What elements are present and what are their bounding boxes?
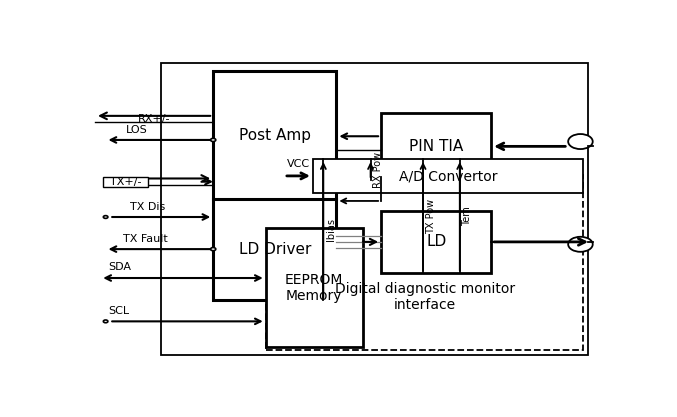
Text: VCC: VCC <box>286 159 310 169</box>
Text: A/D Convertor: A/D Convertor <box>399 169 497 183</box>
Text: Tem: Tem <box>462 206 473 226</box>
FancyBboxPatch shape <box>160 63 588 355</box>
Circle shape <box>568 134 593 149</box>
Circle shape <box>568 237 593 252</box>
Text: Ibias: Ibias <box>326 219 336 241</box>
FancyBboxPatch shape <box>265 228 363 347</box>
Circle shape <box>104 216 108 219</box>
FancyBboxPatch shape <box>381 211 492 273</box>
Circle shape <box>211 248 216 251</box>
Text: EEPROM
Memory: EEPROM Memory <box>285 273 343 303</box>
FancyBboxPatch shape <box>103 177 148 186</box>
Circle shape <box>104 320 108 323</box>
Text: LD: LD <box>426 234 446 249</box>
Text: SDA: SDA <box>108 262 131 272</box>
Text: LD Driver: LD Driver <box>238 242 311 257</box>
Text: TX+/-: TX+/- <box>110 177 141 187</box>
Text: RX+/-: RX+/- <box>138 114 171 124</box>
Text: PIN TIA: PIN TIA <box>409 139 463 154</box>
Text: LOS: LOS <box>126 125 148 135</box>
FancyBboxPatch shape <box>265 175 583 350</box>
FancyBboxPatch shape <box>313 159 583 193</box>
Text: Digital diagnostic monitor
interface: Digital diagnostic monitor interface <box>334 282 515 312</box>
Text: TX Pow: TX Pow <box>426 198 436 234</box>
Text: Post Amp: Post Amp <box>239 128 311 143</box>
FancyBboxPatch shape <box>213 71 336 301</box>
Text: TX Dis: TX Dis <box>130 202 165 212</box>
Text: TX Fault: TX Fault <box>123 234 167 244</box>
Circle shape <box>211 138 216 141</box>
Text: SCL: SCL <box>108 306 129 316</box>
FancyBboxPatch shape <box>381 113 492 180</box>
Text: RX Pow: RX Pow <box>373 152 383 188</box>
